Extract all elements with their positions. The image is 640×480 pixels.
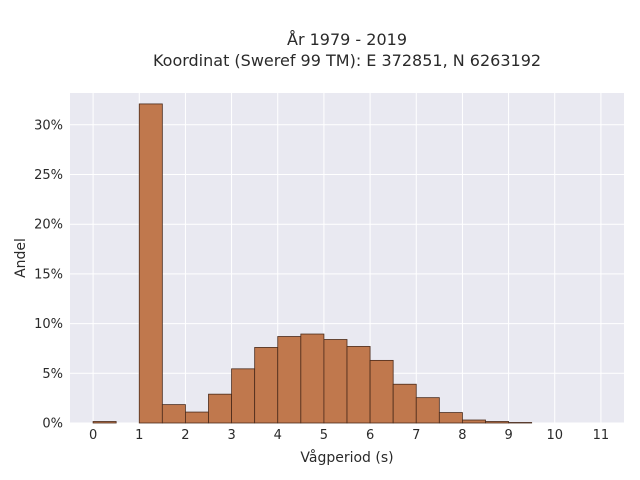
histogram-bar <box>92 421 117 424</box>
x-tick-label: 3 <box>227 428 235 443</box>
y-tick-label: 5% <box>42 367 63 382</box>
histogram-bar <box>277 336 302 424</box>
x-tick-label: 1 <box>135 428 143 443</box>
histogram-bar <box>185 411 209 424</box>
histogram-bar <box>208 393 232 424</box>
x-tick-labels: 0 1 2 3 4 5 6 7 8 9 10 11 <box>89 428 609 443</box>
histogram-bar <box>462 419 486 424</box>
y-tick-label: 25% <box>34 168 63 183</box>
x-tick-label: 10 <box>546 428 563 443</box>
x-tick-label: 9 <box>504 428 512 443</box>
x-tick-label: 2 <box>181 428 189 443</box>
histogram-bar <box>323 339 348 424</box>
bars <box>92 103 533 424</box>
y-tick-label: 15% <box>34 267 63 282</box>
histogram-bar <box>392 383 417 424</box>
y-axis-title: Andel <box>13 238 29 278</box>
histogram-bar <box>485 421 509 424</box>
histogram-bar <box>415 397 440 424</box>
x-tick-label: 5 <box>320 428 328 443</box>
x-tick-label: 6 <box>366 428 374 443</box>
y-tick-label: 20% <box>34 218 63 233</box>
histogram-bar <box>300 333 325 424</box>
histogram-bar <box>346 346 371 424</box>
x-tick-label: 11 <box>593 428 610 443</box>
y-tick-labels: 0% 5% 10% 15% 20% 25% 30% <box>34 118 63 431</box>
y-tick-label: 0% <box>42 417 63 432</box>
y-tick-label: 10% <box>34 317 63 332</box>
histogram-bar <box>438 412 463 424</box>
x-tick-label: 8 <box>458 428 466 443</box>
x-tick-label: 0 <box>89 428 97 443</box>
chart-title-line-1: År 1979 - 2019 <box>287 30 407 49</box>
histogram-bar <box>161 404 186 424</box>
histogram-bar <box>231 368 256 424</box>
chart-title-line-2: Koordinat (Sweref 99 TM): E 372851, N 62… <box>153 51 541 70</box>
histogram-bar <box>138 103 163 424</box>
histogram-bar <box>369 359 394 424</box>
x-tick-label: 4 <box>274 428 282 443</box>
y-tick-label: 30% <box>34 118 63 133</box>
x-tick-label: 7 <box>412 428 420 443</box>
histogram-bar <box>254 347 279 424</box>
x-axis-title: Vågperiod (s) <box>300 449 393 466</box>
